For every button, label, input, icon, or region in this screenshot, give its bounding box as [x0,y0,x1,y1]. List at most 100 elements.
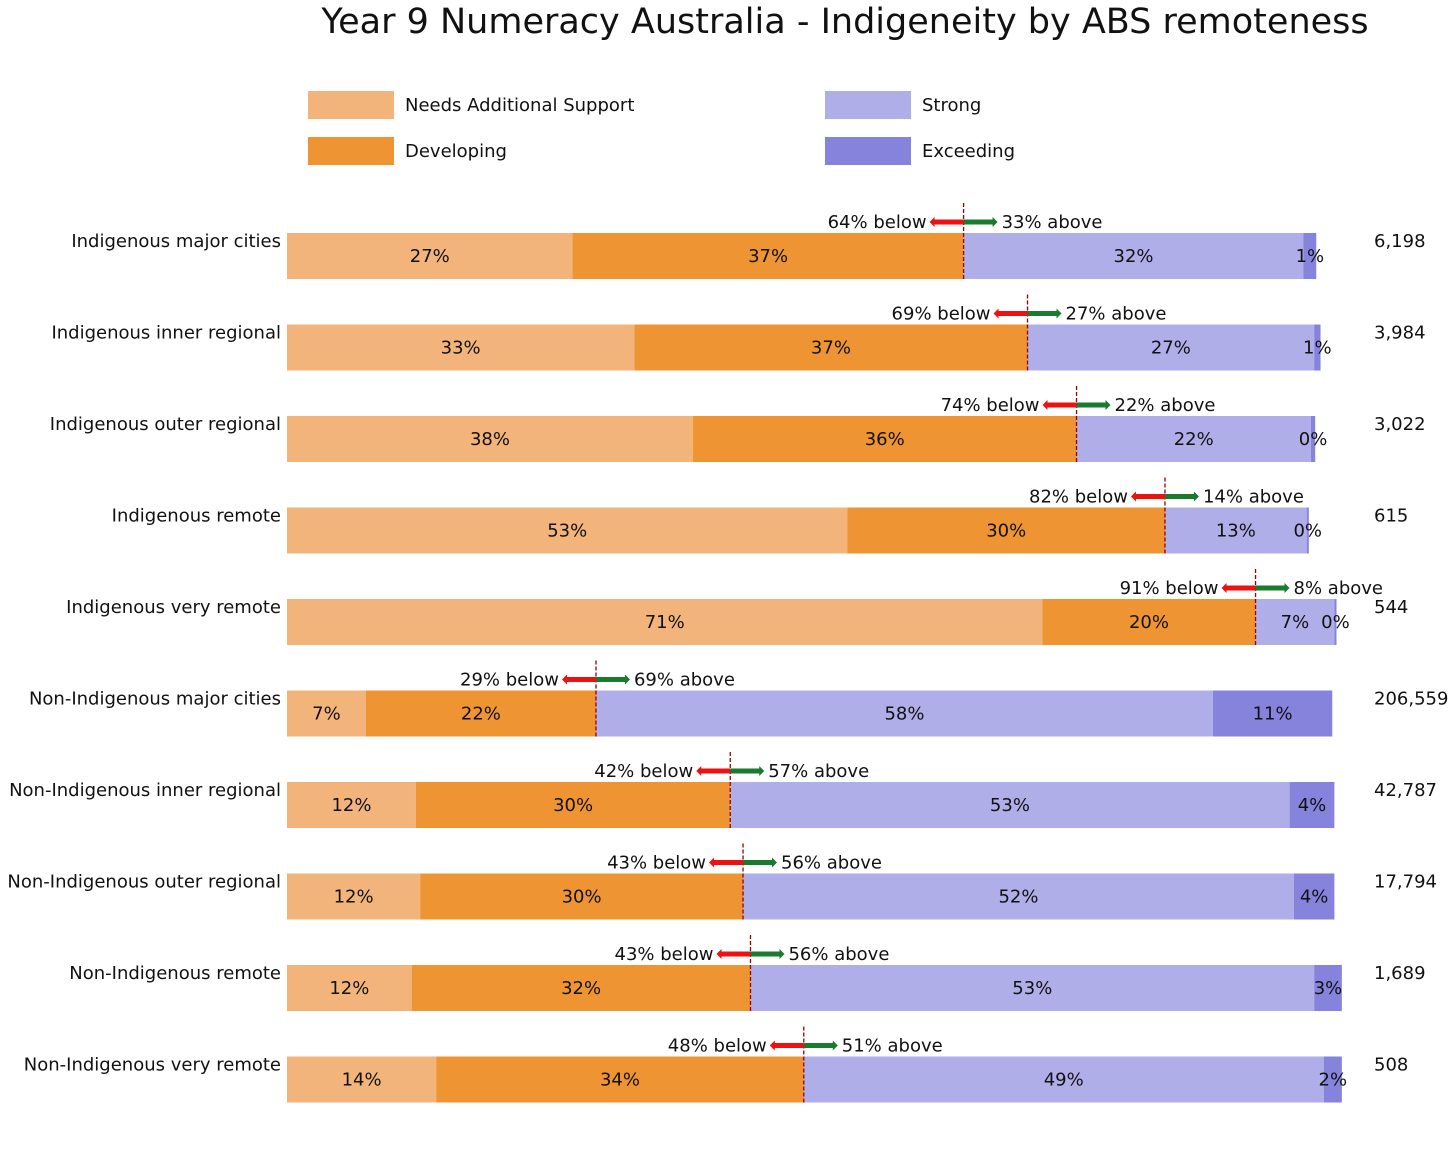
above-label: 27% above [1066,304,1167,325]
segment-label: 7% [312,704,341,725]
above-label: 56% above [788,944,889,965]
below-arrowhead [561,674,567,685]
segment-label: 38% [470,429,510,450]
below-arrowhead [769,1040,775,1051]
segment-label: 32% [561,978,601,999]
bar-segment [743,873,1294,920]
segment-label: 0% [1293,521,1322,542]
above-arrowhead [759,766,765,776]
count-label: 206,559 [1374,689,1448,710]
bar-segment [1293,873,1335,920]
bar-segment [287,416,693,462]
row-label: Indigenous major cities [71,231,281,252]
row-label: Indigenous inner regional [51,323,281,344]
below-arrowhead [1221,583,1227,593]
segment-label: 36% [865,429,905,450]
count-label: 42,787 [1374,780,1437,801]
bar-segment [1076,416,1311,462]
bar-segment [595,690,1213,737]
segment-label: 13% [1216,521,1256,542]
segment-label: 14% [342,1070,382,1091]
segment-label: 20% [1129,612,1169,633]
bar-segment [730,782,1290,828]
below-label: 42% below [594,761,693,782]
row-label: Non-Indigenous inner regional [9,780,281,801]
below-label: 43% below [615,944,714,965]
row-label: Non-Indigenous outer regional [7,872,281,893]
bar-segment [1303,233,1317,279]
row-label: Non-Indigenous remote [69,963,281,984]
above-label: 14% above [1203,487,1304,508]
segment-label: 71% [645,612,685,633]
chart-title: Year 9 Numeracy Australia - Indigeneity … [320,2,1368,42]
bar-segment [963,233,1304,279]
below-label: 29% below [460,670,559,691]
bar-row: Non-Indigenous major cities 206,559 7% 22% 5… [29,660,1448,737]
above-label: 57% above [768,761,869,782]
segment-label: 0% [1299,429,1328,450]
legend-label: Exceeding [922,141,1015,162]
bar-segment [1310,416,1316,462]
bar-segment [1334,599,1337,645]
below-label: 43% below [607,853,706,874]
above-arrowhead [1056,308,1062,319]
bar-row: Indigenous inner regional 3,984 33% 37% 27% 1… [51,294,1426,371]
above-arrowhead [1105,400,1111,410]
bar-row: Indigenous very remote 544 71% 20% 7% 0% 91% b… [66,569,1408,645]
bar-segment [1314,965,1342,1011]
count-label: 3,984 [1374,323,1426,344]
above-arrowhead [1284,583,1290,593]
above-arrowhead [772,857,778,868]
count-label: 3,022 [1374,414,1426,435]
below-label: 48% below [668,1036,767,1057]
below-label: 82% below [1029,487,1128,508]
below-arrowhead [929,217,935,227]
bar-segment [287,233,573,279]
segment-label: 12% [331,795,371,816]
bar-row: Non-Indigenous very remote 508 14% 34% 49% 2%… [24,1026,1408,1103]
below-arrowhead [696,766,702,776]
bar-segment [1323,1056,1342,1103]
bar-row: Non-Indigenous outer regional 17,794 12% 30… [7,843,1437,920]
count-label: 17,794 [1374,872,1437,893]
segment-label: 30% [562,887,602,908]
row-label: Indigenous remote [112,506,281,527]
bar-segment [287,507,848,554]
bar-row: Non-Indigenous inner regional 42,787 12% 30… [9,752,1437,828]
bar-segment [803,1056,1324,1103]
below-arrowhead [709,857,715,868]
bar-segment [287,965,412,1011]
segment-label: 27% [410,246,450,267]
above-label: 51% above [842,1036,943,1057]
bar-segment [750,965,1315,1011]
count-label: 544 [1374,597,1408,618]
below-label: 64% below [828,212,927,233]
segment-label: 30% [553,795,593,816]
above-label: 69% above [634,670,735,691]
row-label: Indigenous very remote [66,597,281,618]
segment-label: 49% [1044,1070,1084,1091]
segment-label: 12% [329,978,369,999]
bar-segment [572,233,964,279]
bar-segment [1042,599,1256,645]
segment-label: 58% [884,704,924,725]
row-label: Non-Indigenous very remote [24,1055,281,1076]
above-arrowhead [992,217,998,227]
count-label: 1,689 [1374,963,1426,984]
above-label: 22% above [1115,395,1216,416]
bar-segment [1255,599,1335,645]
segment-label: 22% [1174,429,1214,450]
above-arrowhead [779,949,785,959]
below-arrowhead [716,949,722,959]
bar-segment [287,599,1043,645]
bar-segment [1306,507,1309,554]
bar-row: Non-Indigenous remote 1,689 12% 32% 53% 3% 43%… [69,935,1426,1011]
count-label: 508 [1374,1055,1408,1076]
segment-label: 52% [998,887,1038,908]
segment-label: 3% [1314,978,1343,999]
above-arrowhead [624,674,630,685]
legend-swatch [308,91,394,119]
below-arrowhead [1130,491,1136,502]
bar-segment [411,965,751,1011]
segment-label: 33% [441,338,481,359]
